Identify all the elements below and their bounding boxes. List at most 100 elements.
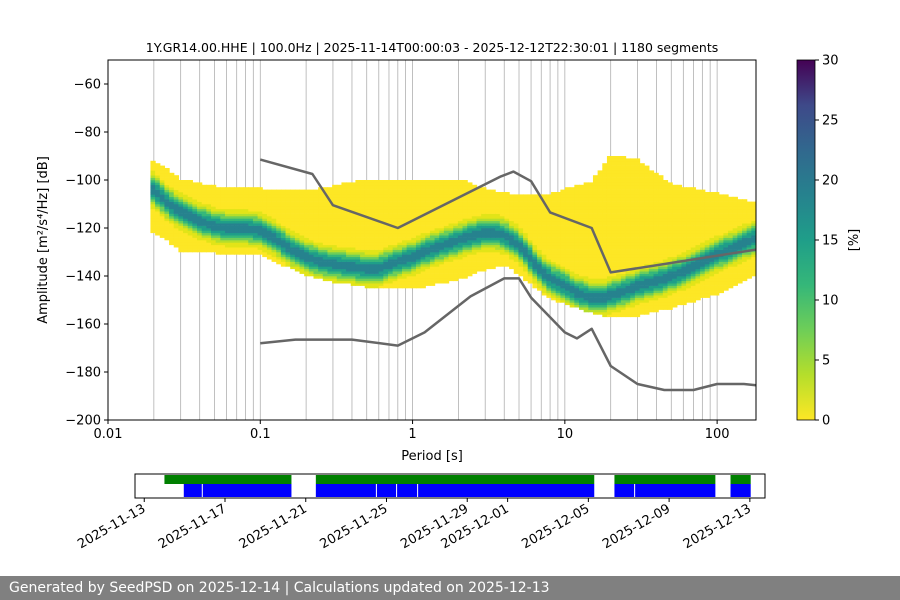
heatmap-cell — [644, 285, 650, 289]
heatmap-cell — [616, 264, 622, 267]
heatmap-cell — [686, 208, 692, 212]
heatmap-cell — [224, 247, 231, 250]
heatmap-cell — [187, 240, 193, 243]
heatmap-cell — [555, 216, 561, 219]
heatmap-cell — [532, 252, 538, 255]
heatmap-cell — [322, 266, 329, 270]
heatmap-cell — [234, 237, 240, 241]
heatmap-cell — [397, 268, 403, 272]
heatmap-cell — [611, 223, 617, 226]
heatmap-cell — [411, 242, 417, 246]
heatmap-cell — [318, 271, 324, 274]
heatmap-cell — [658, 201, 664, 205]
heatmap-cell — [569, 302, 575, 306]
heatmap-cell — [411, 180, 417, 183]
heatmap-cell — [229, 187, 235, 190]
heatmap-cell — [565, 280, 571, 284]
heatmap-cell — [704, 261, 711, 265]
heatmap-cell — [551, 223, 557, 226]
heatmap-cell — [248, 196, 254, 200]
heatmap-cell — [495, 206, 501, 210]
heatmap-cell — [583, 254, 589, 258]
heatmap-cell — [499, 249, 506, 253]
heatmap-cell — [313, 201, 319, 205]
heatmap-cell — [364, 240, 370, 243]
heatmap-cell — [318, 249, 324, 253]
heatmap-cell — [639, 187, 645, 190]
heatmap-cell — [625, 204, 631, 207]
heatmap-cell — [448, 180, 454, 183]
heatmap-cell — [634, 235, 641, 238]
heatmap-cell — [495, 261, 501, 265]
heatmap-cell — [392, 204, 398, 207]
heatmap-cell — [215, 206, 221, 210]
heatmap-cell — [462, 182, 468, 186]
heatmap-cell — [499, 264, 506, 267]
heatmap-cell — [378, 285, 384, 289]
heatmap-cell — [155, 163, 161, 166]
heatmap-cell — [481, 244, 487, 248]
heatmap-cell — [276, 216, 282, 219]
heatmap-cell — [164, 175, 170, 178]
heatmap-cell — [606, 278, 613, 282]
heatmap-cell — [378, 196, 384, 200]
heatmap-cell — [383, 211, 389, 214]
heatmap-cell — [369, 223, 375, 226]
heatmap-cell — [537, 244, 543, 248]
heatmap-cell — [499, 235, 506, 238]
heatmap-cell — [360, 218, 366, 222]
heatmap-cell — [513, 204, 520, 207]
heatmap-cell — [271, 237, 277, 241]
heatmap-cell — [378, 278, 384, 282]
heatmap-cell — [425, 240, 431, 243]
heatmap-cell — [313, 218, 319, 222]
heatmap-cell — [453, 230, 459, 234]
heatmap-cell — [611, 268, 617, 272]
heatmap-cell — [355, 220, 361, 224]
heatmap-cell — [397, 230, 403, 234]
heatmap-cell — [653, 223, 659, 226]
heatmap-cell — [606, 259, 613, 262]
heatmap-cell — [401, 278, 408, 282]
heatmap-cell — [667, 182, 673, 186]
heatmap-cell — [611, 259, 617, 262]
heatmap-cell — [630, 199, 636, 202]
heatmap-cell — [523, 201, 529, 205]
heatmap-cell — [504, 218, 510, 222]
heatmap-cell — [592, 302, 599, 306]
heatmap-cell — [518, 252, 524, 255]
heatmap-cell — [583, 252, 589, 255]
heatmap-cell — [583, 261, 589, 265]
heatmap-cell — [197, 235, 203, 238]
heatmap-cell — [276, 259, 282, 262]
heatmap-cell — [238, 244, 245, 248]
heatmap-cell — [476, 218, 482, 222]
heatmap-cell — [252, 199, 259, 202]
heatmap-cell — [485, 254, 492, 258]
heatmap-cell — [355, 225, 361, 229]
heatmap-cell — [518, 206, 524, 210]
heatmap-cell — [565, 292, 571, 296]
heatmap-cell — [616, 182, 622, 186]
heatmap-cell — [588, 204, 594, 207]
heatmap-cell — [546, 232, 552, 236]
heatmap-cell — [304, 194, 310, 198]
heatmap-cell — [667, 276, 673, 279]
heatmap-cell — [318, 276, 324, 279]
heatmap-cell — [467, 264, 473, 267]
heatmap-cell — [341, 259, 347, 262]
heatmap-cell — [630, 165, 636, 169]
heatmap-cell — [532, 235, 538, 238]
heatmap-cell — [420, 235, 426, 238]
heatmap-cell — [159, 196, 166, 200]
heatmap-cell — [662, 242, 669, 246]
heatmap-cell — [355, 196, 361, 200]
heatmap-cell — [653, 268, 659, 272]
heatmap-cell — [662, 218, 669, 222]
heatmap-cell — [620, 307, 627, 310]
heatmap-cell — [448, 225, 454, 229]
heatmap-cell — [467, 218, 473, 222]
heatmap-cell — [597, 192, 603, 195]
heatmap-cell — [662, 304, 669, 308]
heatmap-cell — [369, 240, 375, 243]
